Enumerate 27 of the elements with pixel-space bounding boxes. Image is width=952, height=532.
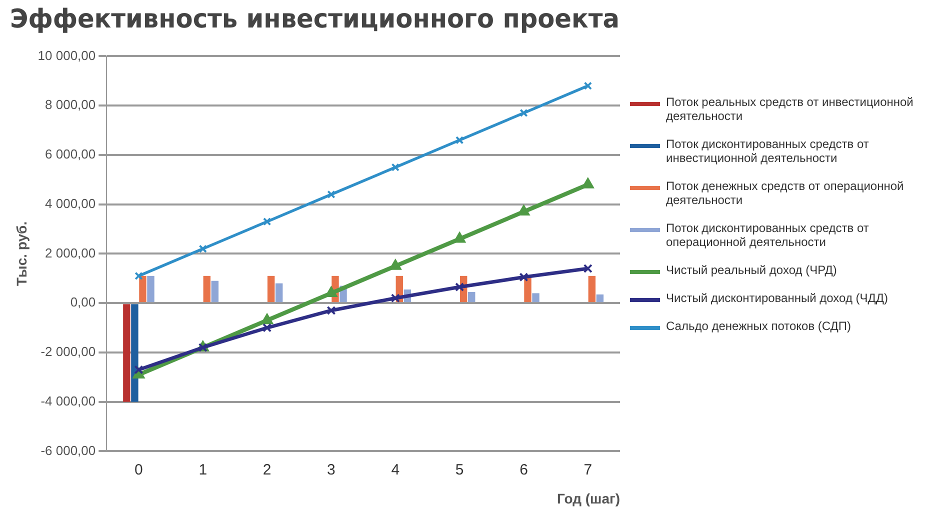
legend-label: Чистый дисконтированный доход (ЧДД) (666, 291, 888, 305)
x-axis-title: Год (шаг) (557, 490, 620, 506)
legend-label: Сальдо денежных потоков (СДП) (666, 319, 852, 333)
x-tick-label: 1 (198, 461, 208, 478)
legend-label: Поток дисконтированных средств от инвестиционной деятельности (666, 137, 870, 165)
x-tick-label: 3 (327, 461, 336, 478)
y-tick-label: -2 000,00 (40, 344, 96, 360)
x-tick-label: 2 (262, 461, 272, 478)
y-axis-title: Тыс. руб. (13, 221, 30, 286)
x-tick-label: 5 (455, 461, 464, 478)
legend-label: Поток реальных средств от инвестиционной деятельности (666, 95, 914, 123)
x-tick-label: 4 (391, 461, 400, 478)
y-tick-label: 6 000,00 (45, 146, 96, 162)
y-tick-label: 8 000,00 (45, 97, 96, 112)
y-tick-label: 4 000,00 (45, 196, 96, 211)
y-tick-label: 2 000,00 (45, 245, 96, 260)
legend-label: Поток денежных средств от операционной деятельности (666, 179, 905, 207)
legend-label: Чистый реальный доход (ЧРД) (666, 263, 837, 277)
x-tick-label: 6 (520, 461, 528, 478)
y-tick-label: -6 000,00 (40, 442, 96, 458)
chart-title: Эффективность инвестиционного проекта (10, 2, 620, 34)
y-tick-label: -4 000,00 (40, 393, 96, 408)
y-tick-label: 10 000,00 (38, 48, 96, 63)
y-tick-label: 0,00 (70, 294, 96, 310)
x-tick-label: 7 (584, 461, 592, 478)
legend-label: Поток дисконтированных средств от операционной деятельности (666, 221, 870, 249)
x-tick-label: 0 (134, 461, 143, 478)
